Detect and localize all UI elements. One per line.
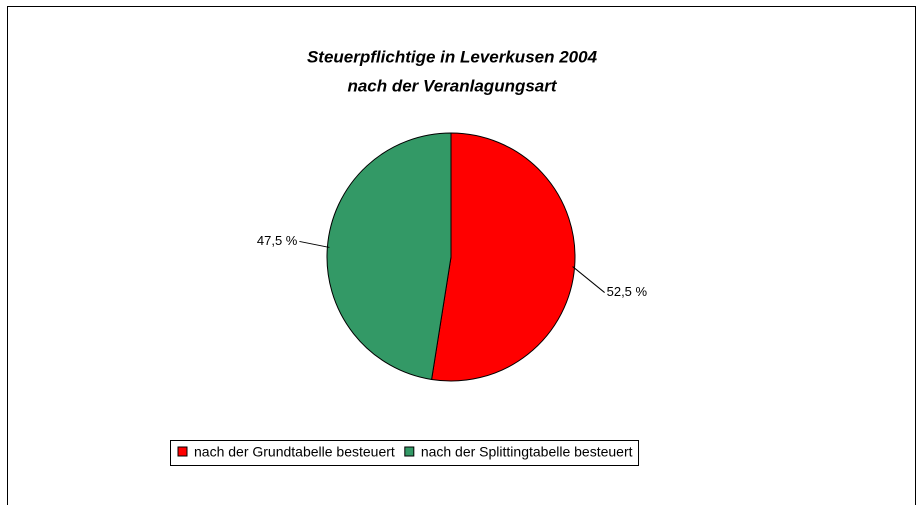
legend-swatch — [404, 446, 415, 457]
chart-subtitle: nach der Veranlagungsart — [347, 76, 557, 95]
pie-slice — [431, 132, 576, 382]
data-label: 47,5 % — [257, 233, 298, 248]
leader-line — [299, 240, 330, 248]
data-label: 52,5 % — [607, 284, 648, 299]
legend-text: nach der Splittingtabelle besteuert — [421, 444, 633, 460]
legend-swatch — [177, 446, 188, 457]
legend-text: nach der Grundtabelle besteuert — [194, 444, 395, 460]
chart-title: Steuerpflichtige in Leverkusen 2004 — [307, 47, 598, 66]
leader-line — [572, 266, 605, 293]
